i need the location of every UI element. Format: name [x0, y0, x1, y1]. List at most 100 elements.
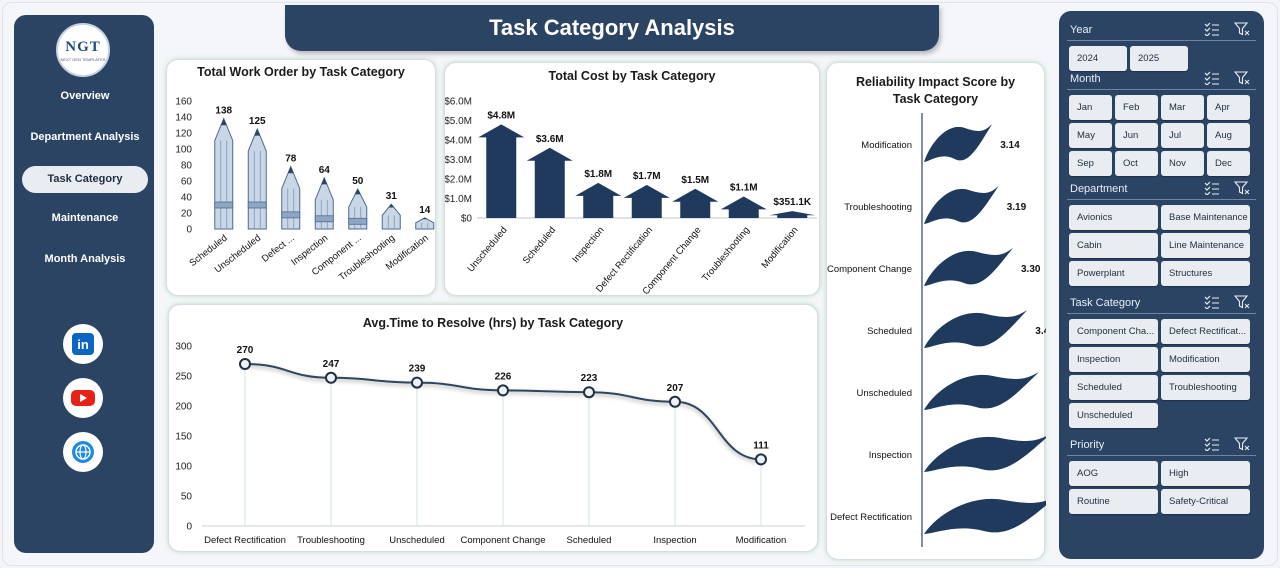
- clear-filter-icon[interactable]: [1234, 437, 1250, 451]
- filter-option-month-feb[interactable]: Feb: [1115, 95, 1158, 120]
- pencil-band: [314, 215, 334, 223]
- clear-filter-icon[interactable]: [1234, 295, 1250, 309]
- filter-option-department-cabin[interactable]: Cabin: [1069, 233, 1158, 258]
- filter-option-task-category-scheduled[interactable]: Scheduled: [1069, 375, 1158, 400]
- filter-option-department-powerplant[interactable]: Powerplant: [1069, 261, 1158, 286]
- filter-option-month-jan[interactable]: Jan: [1069, 95, 1112, 120]
- data-label: $4.8M: [487, 110, 515, 121]
- filter-option-month-jul[interactable]: Jul: [1161, 123, 1204, 148]
- filter-option-task-category-unscheduled[interactable]: Unscheduled: [1069, 403, 1158, 428]
- arrow-bar: [575, 182, 622, 218]
- multi-select-icon[interactable]: [1204, 71, 1220, 85]
- filter-title-year: Year: [1070, 24, 1093, 36]
- y-tick-label: 150: [175, 432, 192, 443]
- wave-bar: [924, 310, 1028, 348]
- cost-title: Total Cost by Task Category: [548, 69, 716, 83]
- filter-option-year-2025[interactable]: 2025: [1130, 46, 1188, 71]
- data-label: 247: [323, 359, 340, 370]
- data-label: $3.6M: [536, 134, 564, 145]
- filter-option-priority-routine[interactable]: Routine: [1069, 489, 1158, 514]
- filter-title-priority: Priority: [1070, 439, 1105, 451]
- filter-option-month-mar[interactable]: Mar: [1161, 95, 1204, 120]
- filter-option-month-jun[interactable]: Jun: [1115, 123, 1158, 148]
- filter-option-department-line-maintenance[interactable]: Line Maintenance: [1161, 233, 1250, 258]
- multi-select-icon[interactable]: [1204, 22, 1220, 36]
- y-tick-label: 120: [175, 129, 192, 140]
- resolve-time-card: Avg.Time to Resolve (hrs) by Task Catego…: [168, 304, 818, 552]
- data-label: 3.19: [1007, 202, 1027, 213]
- globe-icon: [72, 441, 94, 463]
- filter-option-task-category-inspection[interactable]: Inspection: [1069, 347, 1158, 372]
- multi-select-icon[interactable]: [1204, 295, 1220, 309]
- y-tick-label: Troubleshooting: [844, 202, 912, 213]
- pencil-band: [348, 217, 368, 225]
- pencil-bar: [415, 217, 435, 230]
- y-tick-label: 100: [175, 462, 192, 473]
- filter-controls: [1204, 71, 1250, 85]
- filter-option-department-structures[interactable]: Structures: [1161, 261, 1250, 286]
- x-tick-label: Inspection: [570, 225, 606, 265]
- multi-select-icon[interactable]: [1204, 181, 1220, 195]
- pencil-tip: [321, 177, 328, 185]
- filter-option-department-base-maintenance[interactable]: Base Maintenance: [1161, 205, 1250, 230]
- clear-filter-icon[interactable]: [1234, 22, 1250, 36]
- logo-subtext: NEXT GEN TEMPLATES: [60, 56, 106, 62]
- reliability-chart: Modification 3.14 Troubleshooting 3.19 Compo…: [827, 113, 1046, 547]
- filter-option-priority-aog[interactable]: AOG: [1069, 461, 1158, 486]
- filter-title-month: Month: [1070, 73, 1101, 85]
- filter-option-department-avionics[interactable]: Avionics: [1069, 205, 1158, 230]
- linkedin-button[interactable]: in: [63, 324, 103, 364]
- clear-filter-icon[interactable]: [1234, 181, 1250, 195]
- arrow-bar: [720, 196, 767, 218]
- wave-bar: [924, 248, 1013, 286]
- wave-bar: [924, 186, 999, 224]
- multi-select-icon[interactable]: [1204, 437, 1220, 451]
- nav-overview[interactable]: Overview: [60, 90, 110, 102]
- arrow-bar: [478, 124, 525, 218]
- y-tick-label: 160: [175, 97, 192, 108]
- nav-maintenance[interactable]: Maintenance: [51, 212, 119, 224]
- page-title: Task Category Analysis: [285, 5, 939, 51]
- filter-option-task-category-defect-rectificat[interactable]: Defect Rectificat...: [1161, 319, 1250, 344]
- data-point: [497, 384, 509, 397]
- reliability-title: Reliability Impact Score by Task Categor…: [855, 75, 1016, 106]
- x-tick-label: Modification: [736, 535, 787, 546]
- filter-option-task-category-component-cha[interactable]: Component Cha...: [1069, 319, 1158, 344]
- filter-option-priority-safety-critical[interactable]: Safety-Critical: [1161, 489, 1250, 514]
- resolve-time-title: Avg.Time to Resolve (hrs) by Task Catego…: [362, 316, 624, 330]
- y-tick-label: 40: [181, 193, 193, 204]
- clear-filter-icon[interactable]: [1234, 71, 1250, 85]
- arrow-bar: [623, 184, 670, 218]
- data-label: 111: [753, 440, 769, 451]
- filter-option-month-sep[interactable]: Sep: [1069, 151, 1112, 176]
- y-tick-label: Component Change: [827, 264, 912, 275]
- filter-option-month-oct[interactable]: Oct: [1115, 151, 1158, 176]
- data-label: 226: [495, 371, 512, 382]
- filter-option-month-aug[interactable]: Aug: [1207, 123, 1250, 148]
- pencil-tip: [220, 118, 227, 126]
- pencil-tip: [388, 204, 395, 208]
- data-label: 3.30: [1021, 264, 1041, 275]
- filter-option-priority-high[interactable]: High: [1161, 461, 1250, 486]
- filter-option-task-category-modification[interactable]: Modification: [1161, 347, 1250, 372]
- filter-option-task-category-troubleshooting[interactable]: Troubleshooting: [1161, 375, 1250, 400]
- x-tick-label: Troubleshooting: [700, 225, 752, 284]
- nav-month-analysis[interactable]: Month Analysis: [44, 253, 126, 265]
- filter-option-year-2024[interactable]: 2024: [1069, 46, 1127, 71]
- cost-card: Total Cost by Task Category $0 $1.0M $2.0M…: [444, 62, 820, 297]
- youtube-icon: [71, 390, 95, 406]
- pencil-tip: [254, 129, 261, 136]
- nav-department-analysis[interactable]: Department Analysis: [30, 131, 140, 143]
- filter-option-month-nov[interactable]: Nov: [1161, 151, 1204, 176]
- filter-controls: [1204, 295, 1250, 309]
- filter-option-month-apr[interactable]: Apr: [1207, 95, 1250, 120]
- svg-text:in: in: [77, 337, 89, 352]
- y-tick-label: 200: [175, 402, 192, 413]
- nav-task-category[interactable]: Task Category: [22, 166, 148, 193]
- website-button[interactable]: [63, 432, 103, 472]
- youtube-button[interactable]: [63, 378, 103, 418]
- filter-option-month-may[interactable]: May: [1069, 123, 1112, 148]
- filter-option-month-dec[interactable]: Dec: [1207, 151, 1250, 176]
- filter-title-department: Department: [1070, 183, 1128, 195]
- y-tick-label: Modification: [861, 140, 912, 151]
